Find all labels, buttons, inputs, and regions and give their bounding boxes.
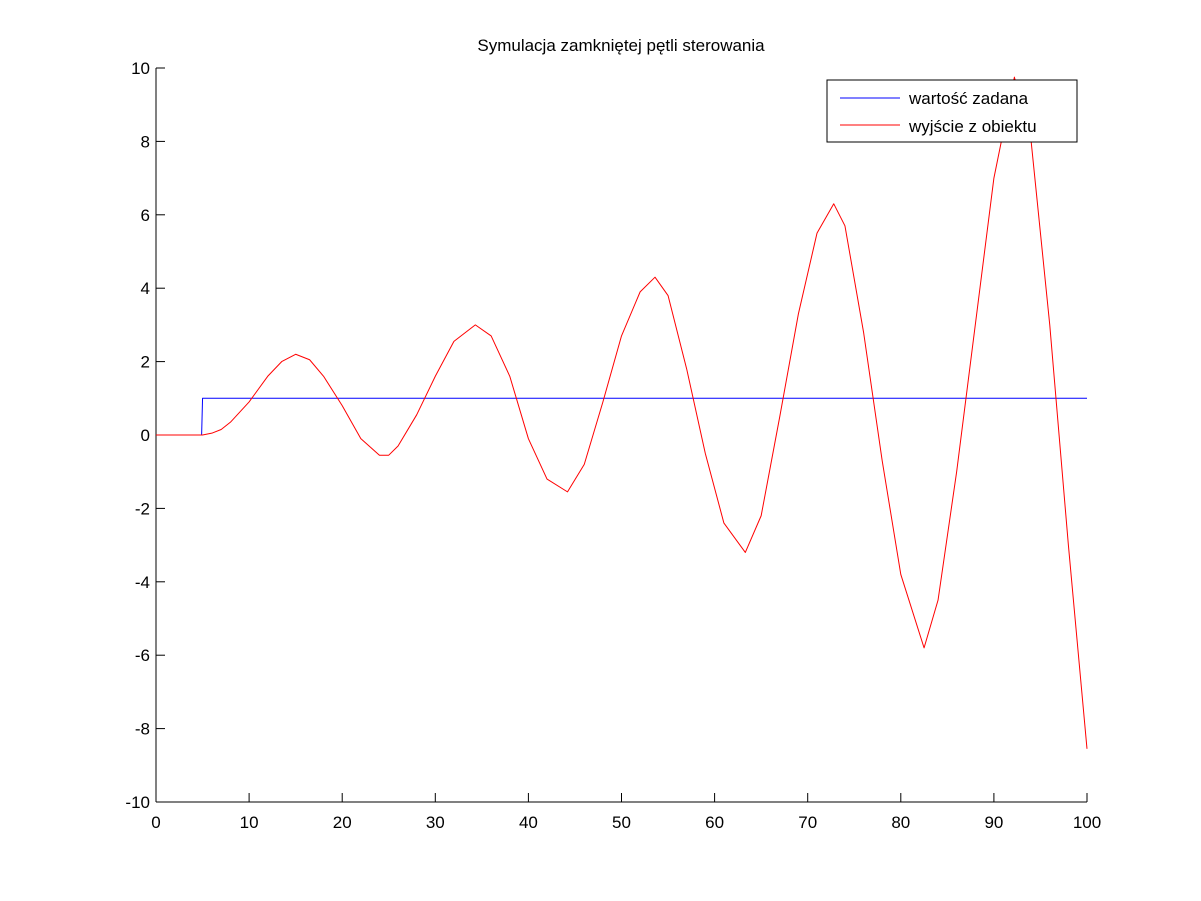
x-tick-label: 20 [333, 813, 352, 832]
x-tick-label: 50 [612, 813, 631, 832]
y-axis-ticks: -10 -8 -6 -4 -2 0 2 4 6 8 10 [125, 59, 165, 812]
x-tick-label: 40 [519, 813, 538, 832]
legend-box [826, 79, 1078, 143]
x-tick-label: 0 [151, 813, 160, 832]
chart-title: Symulacja zamkniętej pętli sterowania [477, 36, 765, 55]
y-tick-label: -2 [135, 499, 150, 518]
x-tick-label: 100 [1073, 813, 1101, 832]
x-tick-label: 60 [705, 813, 724, 832]
x-tick-label: 90 [984, 813, 1003, 832]
y-tick-label: 4 [141, 279, 150, 298]
y-tick-label: -4 [135, 573, 150, 592]
x-axis-ticks: 0 10 20 30 40 50 60 70 80 90 100 [151, 793, 1101, 832]
legend-label-output: wyjście z obiektu [908, 117, 1037, 136]
legend: wartość zadana wyjście z obiektu [826, 79, 1078, 143]
y-tick-label: -8 [135, 720, 150, 739]
y-tick-label: -6 [135, 646, 150, 665]
y-tick-label: 6 [141, 206, 150, 225]
y-tick-label: 8 [141, 132, 150, 151]
y-tick-label: 0 [141, 426, 150, 445]
series-lines [156, 76, 1088, 749]
y-tick-label: 10 [131, 59, 150, 78]
series-line-output [156, 76, 1088, 749]
x-tick-label: 30 [426, 813, 445, 832]
y-tick-label: -10 [125, 793, 150, 812]
x-tick-label: 80 [891, 813, 910, 832]
x-tick-label: 70 [798, 813, 817, 832]
y-tick-label: 2 [141, 353, 150, 372]
plot-background [156, 68, 1087, 802]
legend-label-setpoint: wartość zadana [908, 89, 1029, 108]
x-tick-label: 10 [240, 813, 259, 832]
